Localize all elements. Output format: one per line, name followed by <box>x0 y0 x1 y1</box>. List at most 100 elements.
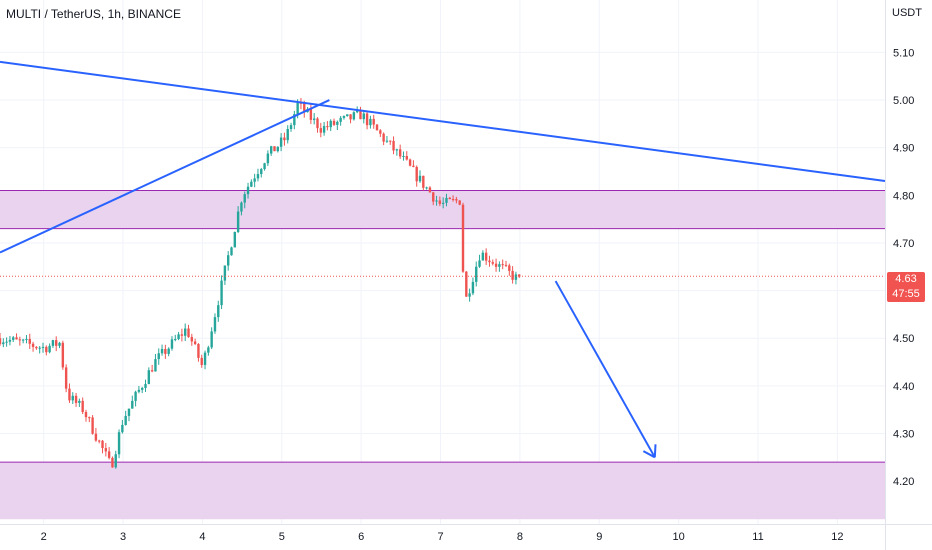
candle-up <box>230 247 233 256</box>
y-tick-label: 4.90 <box>893 143 914 155</box>
candle-up <box>322 126 326 133</box>
candle-down <box>15 337 18 340</box>
candle-down <box>501 264 504 266</box>
candle-up <box>41 346 45 348</box>
candle-down <box>461 204 465 272</box>
candle-down <box>28 338 31 344</box>
x-tick-label: 8 <box>517 531 523 543</box>
chart-title: MULTI / TetherUS, 1h, BINANCE <box>6 7 181 21</box>
candle-down <box>104 448 108 452</box>
candle-up <box>336 121 339 125</box>
support-zone <box>0 462 885 520</box>
projection-arrowhead <box>642 450 656 459</box>
candle-up <box>246 186 250 195</box>
candle-up <box>5 341 8 343</box>
candle-up <box>236 211 240 232</box>
candle-down <box>91 417 94 434</box>
candle-up <box>256 174 260 179</box>
candle-down <box>494 263 498 267</box>
candle-up <box>471 281 475 294</box>
candle-down <box>309 109 313 120</box>
candle-down <box>84 412 88 418</box>
y-tick-label: 4.30 <box>893 428 914 440</box>
x-tick-label: 5 <box>279 531 285 543</box>
candle-up <box>475 266 478 282</box>
candle-down <box>303 103 306 113</box>
candle-up <box>2 342 5 345</box>
candle-up <box>279 137 283 147</box>
candle-down <box>448 197 451 200</box>
candle-down <box>273 146 276 152</box>
candle-down <box>68 388 71 401</box>
candle-down <box>74 395 78 403</box>
currency-unit: USDT <box>892 7 922 19</box>
candle-up <box>293 114 296 126</box>
candle-up <box>25 338 28 340</box>
candle-up <box>289 125 293 130</box>
candle-down <box>180 334 184 336</box>
candle-down <box>455 199 458 201</box>
candle-down <box>98 440 101 442</box>
candle-down <box>389 140 392 142</box>
y-tick-label: 5.00 <box>893 95 914 107</box>
candle-up <box>8 339 12 342</box>
candle-up <box>352 112 356 120</box>
x-tick-label: 2 <box>41 531 47 543</box>
candle-up <box>48 345 51 353</box>
x-tick-label: 4 <box>199 531 205 543</box>
candle-down <box>200 357 203 365</box>
candle-down <box>488 260 491 263</box>
candle-down <box>465 271 468 297</box>
candle-up <box>362 113 365 120</box>
candle-up <box>339 117 342 122</box>
candle-up <box>137 389 141 392</box>
candle-down <box>45 346 48 353</box>
candle-up <box>170 339 174 349</box>
candle-up <box>51 340 55 346</box>
candle-up <box>184 328 187 336</box>
candle-up <box>78 400 81 403</box>
candle-down <box>359 110 362 120</box>
candle-down <box>94 433 98 441</box>
candle-up <box>207 347 210 353</box>
x-tick-label: 10 <box>673 531 685 543</box>
candle-down <box>349 114 352 120</box>
candle-down <box>372 118 375 125</box>
candle-up <box>160 348 164 354</box>
candle-up <box>226 255 230 266</box>
candle-up <box>481 252 485 261</box>
candle-up <box>141 387 144 390</box>
candle-up <box>418 175 422 182</box>
candle-up <box>266 153 270 164</box>
candle-up <box>369 118 372 126</box>
candle-up <box>355 110 359 113</box>
candle-up <box>425 187 428 189</box>
candle-up <box>243 194 246 203</box>
candle-down <box>190 337 194 342</box>
candle-up <box>127 408 131 416</box>
candle-up <box>286 129 289 141</box>
candle-up <box>233 231 237 248</box>
candle-up <box>250 181 253 187</box>
candle-down <box>491 262 494 264</box>
candle-down <box>64 367 68 389</box>
candle-down <box>438 200 442 204</box>
candle-up <box>117 432 121 455</box>
candle-up <box>395 149 399 151</box>
candle-down <box>432 192 435 202</box>
candle-up <box>154 359 157 372</box>
candle-up <box>203 352 207 365</box>
y-tick-label: 5.10 <box>893 47 914 59</box>
x-tick-label: 3 <box>120 531 126 543</box>
candle-up <box>514 274 518 280</box>
candle-down <box>332 120 336 125</box>
candle-down <box>422 175 425 188</box>
candle-up <box>269 146 273 154</box>
candle-down <box>511 270 514 280</box>
candle-down <box>150 370 154 372</box>
candle-down <box>428 187 432 193</box>
x-tick-label: 7 <box>437 531 443 543</box>
candle-up <box>468 293 471 297</box>
candle-up <box>12 337 15 340</box>
